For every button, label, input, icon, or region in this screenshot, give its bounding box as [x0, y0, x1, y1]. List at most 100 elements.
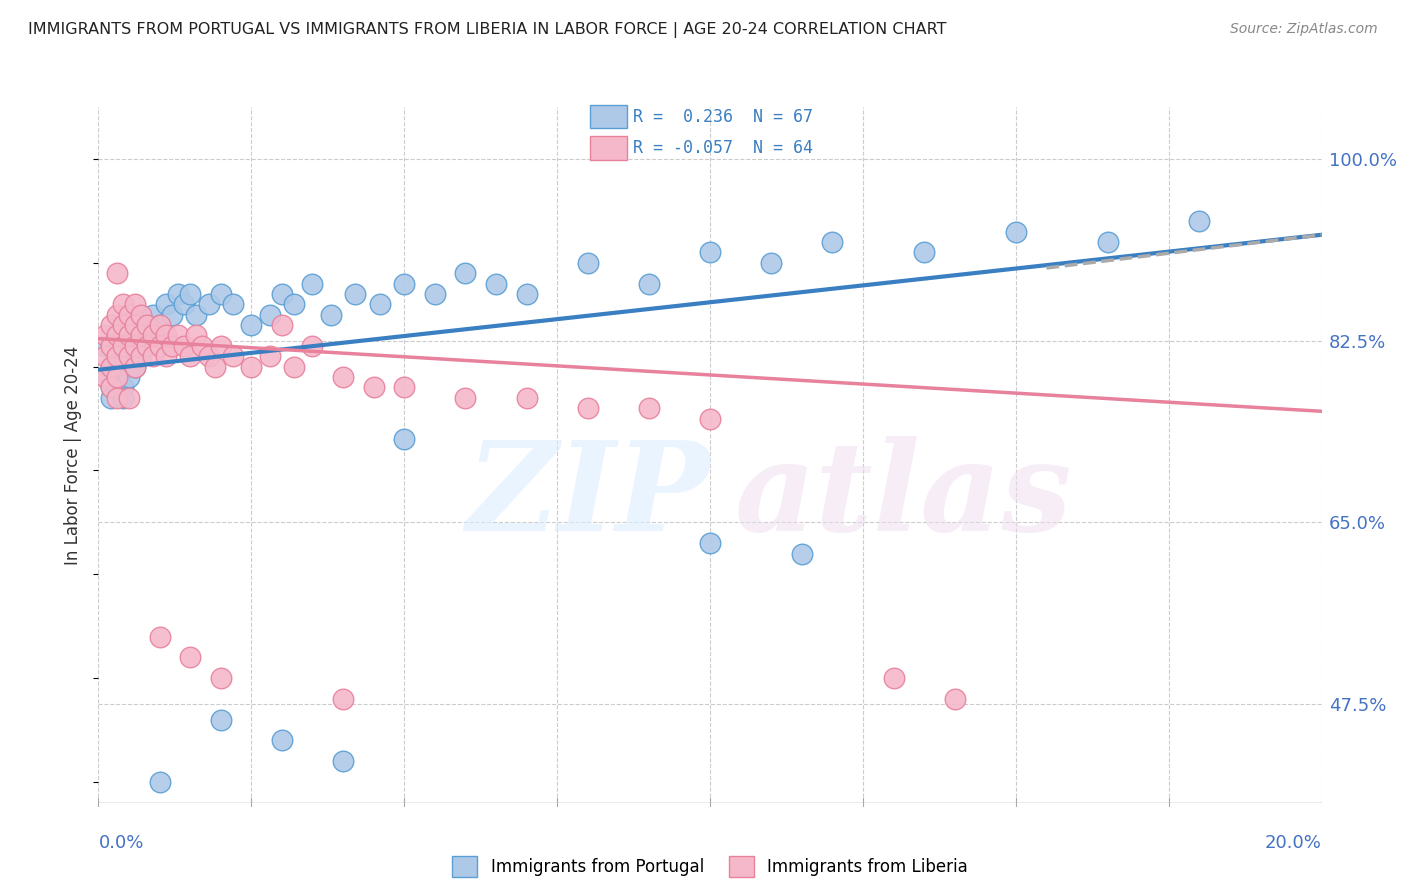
Point	[149, 339, 172, 353]
Text: Source: ZipAtlas.com: Source: ZipAtlas.com	[1230, 22, 1378, 37]
Point	[129, 349, 152, 363]
Point	[204, 359, 226, 374]
Point	[883, 671, 905, 685]
Point	[149, 775, 172, 789]
Point	[1188, 214, 1211, 228]
Point	[301, 339, 323, 353]
Point	[118, 328, 141, 343]
Point	[179, 287, 201, 301]
Point	[136, 339, 159, 353]
Point	[576, 401, 599, 416]
Point	[270, 733, 292, 747]
Point	[209, 671, 232, 685]
Point	[485, 277, 508, 291]
Point	[160, 339, 183, 353]
Point	[167, 328, 190, 343]
Point	[270, 318, 292, 332]
Point	[179, 349, 201, 363]
Point	[392, 380, 416, 394]
Text: 0.0%: 0.0%	[98, 834, 143, 852]
Point	[167, 287, 190, 301]
Text: R = -0.057  N = 64: R = -0.057 N = 64	[633, 139, 813, 157]
Point	[142, 328, 165, 343]
Point	[155, 349, 177, 363]
Point	[699, 245, 721, 260]
Text: ZIP: ZIP	[467, 436, 710, 558]
Point	[93, 339, 115, 353]
Point	[259, 308, 281, 322]
Point	[93, 349, 115, 363]
Point	[912, 245, 935, 260]
Point	[240, 359, 263, 374]
Point	[209, 287, 232, 301]
Point	[186, 328, 208, 343]
Point	[283, 297, 305, 311]
Point	[142, 308, 165, 322]
Point	[124, 318, 146, 332]
Point	[332, 692, 354, 706]
Point	[1004, 225, 1026, 239]
Point	[209, 713, 232, 727]
Point	[118, 391, 141, 405]
Point	[699, 536, 721, 550]
Point	[790, 547, 813, 561]
Point	[516, 391, 538, 405]
Point	[344, 287, 367, 301]
Point	[100, 380, 122, 394]
Point	[155, 297, 177, 311]
Point	[100, 339, 122, 353]
Point	[129, 308, 152, 322]
Text: IMMIGRANTS FROM PORTUGAL VS IMMIGRANTS FROM LIBERIA IN LABOR FORCE | AGE 20-24 C: IMMIGRANTS FROM PORTUGAL VS IMMIGRANTS F…	[28, 22, 946, 38]
Point	[270, 287, 292, 301]
Point	[332, 370, 354, 384]
Point	[136, 339, 159, 353]
Point	[186, 308, 208, 322]
Point	[319, 308, 342, 322]
Point	[136, 318, 159, 332]
Point	[759, 256, 782, 270]
Point	[637, 401, 661, 416]
Point	[392, 277, 416, 291]
Point	[111, 297, 134, 311]
Point	[454, 391, 477, 405]
Point	[637, 277, 661, 291]
Point	[129, 308, 152, 322]
Point	[423, 287, 446, 301]
Point	[197, 349, 219, 363]
Point	[105, 266, 128, 280]
Point	[129, 328, 152, 343]
Text: 20.0%: 20.0%	[1265, 834, 1322, 852]
Point	[118, 308, 141, 322]
Point	[222, 297, 245, 311]
Y-axis label: In Labor Force | Age 20-24: In Labor Force | Age 20-24	[65, 345, 83, 565]
Point	[105, 349, 128, 363]
Point	[111, 339, 134, 353]
Point	[259, 349, 281, 363]
Point	[100, 380, 122, 394]
Point	[105, 308, 128, 322]
Point	[136, 318, 159, 332]
Point	[699, 411, 721, 425]
Point	[173, 339, 195, 353]
Point	[100, 359, 122, 374]
Point	[100, 318, 122, 332]
Point	[149, 318, 172, 332]
Point	[105, 349, 128, 363]
Point	[142, 328, 165, 343]
Legend: Immigrants from Portugal, Immigrants from Liberia: Immigrants from Portugal, Immigrants fro…	[444, 848, 976, 885]
Point	[516, 287, 538, 301]
Point	[283, 359, 305, 374]
Text: atlas: atlas	[734, 436, 1073, 558]
Point	[111, 339, 134, 353]
Text: R =  0.236  N = 67: R = 0.236 N = 67	[633, 108, 813, 126]
Point	[118, 349, 141, 363]
Point	[454, 266, 477, 280]
Bar	[589, 105, 627, 128]
Point	[332, 754, 354, 768]
Point	[160, 308, 183, 322]
Point	[93, 370, 115, 384]
Point	[105, 380, 128, 394]
Point	[111, 318, 134, 332]
Point	[821, 235, 844, 249]
Point	[129, 328, 152, 343]
